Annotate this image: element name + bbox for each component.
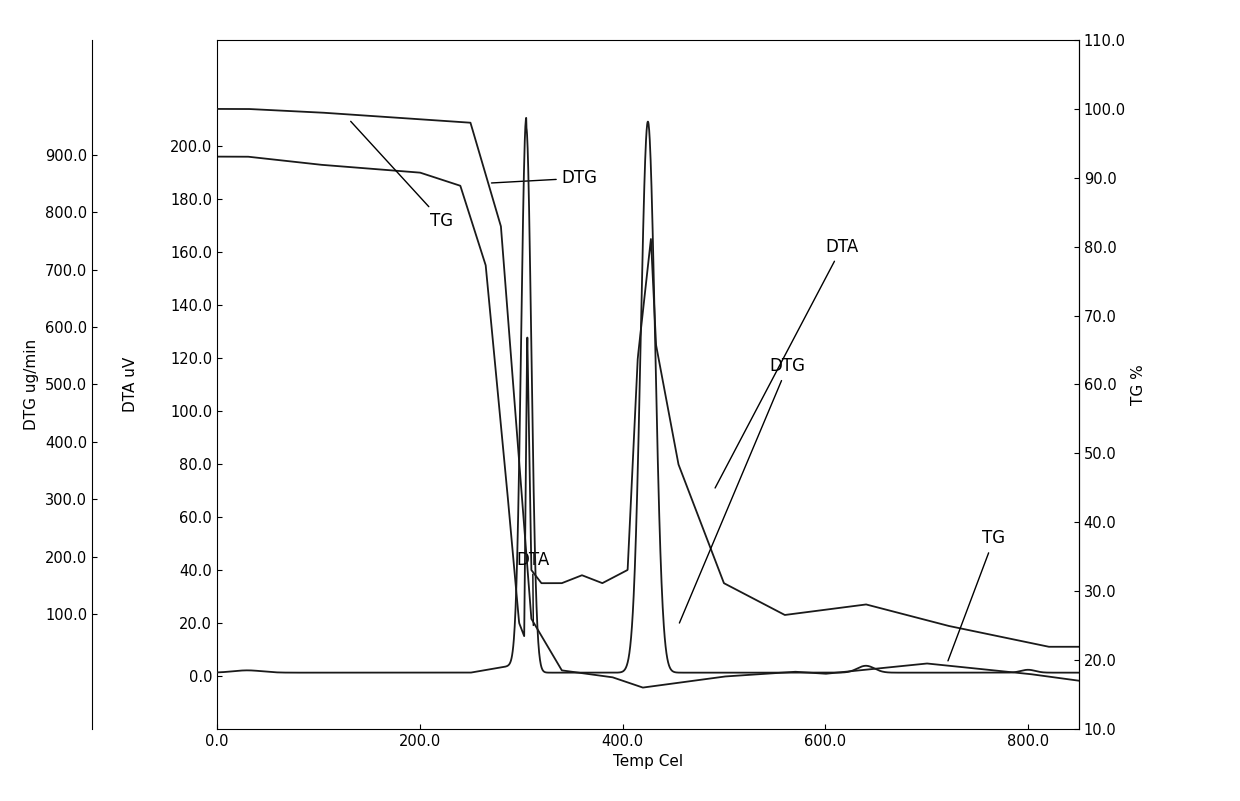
Text: TG: TG [351,121,453,230]
Y-axis label: DTG ug/min: DTG ug/min [25,339,40,430]
Text: DTA uV: DTA uV [123,357,138,412]
Text: DTG: DTG [491,169,598,187]
Y-axis label: TG %: TG % [1131,364,1146,405]
Text: TG: TG [947,529,1006,661]
Text: DTA: DTA [516,550,549,626]
Text: DTA: DTA [715,238,858,488]
Text: DTG: DTG [680,357,806,623]
X-axis label: Temp Cel: Temp Cel [613,755,683,769]
